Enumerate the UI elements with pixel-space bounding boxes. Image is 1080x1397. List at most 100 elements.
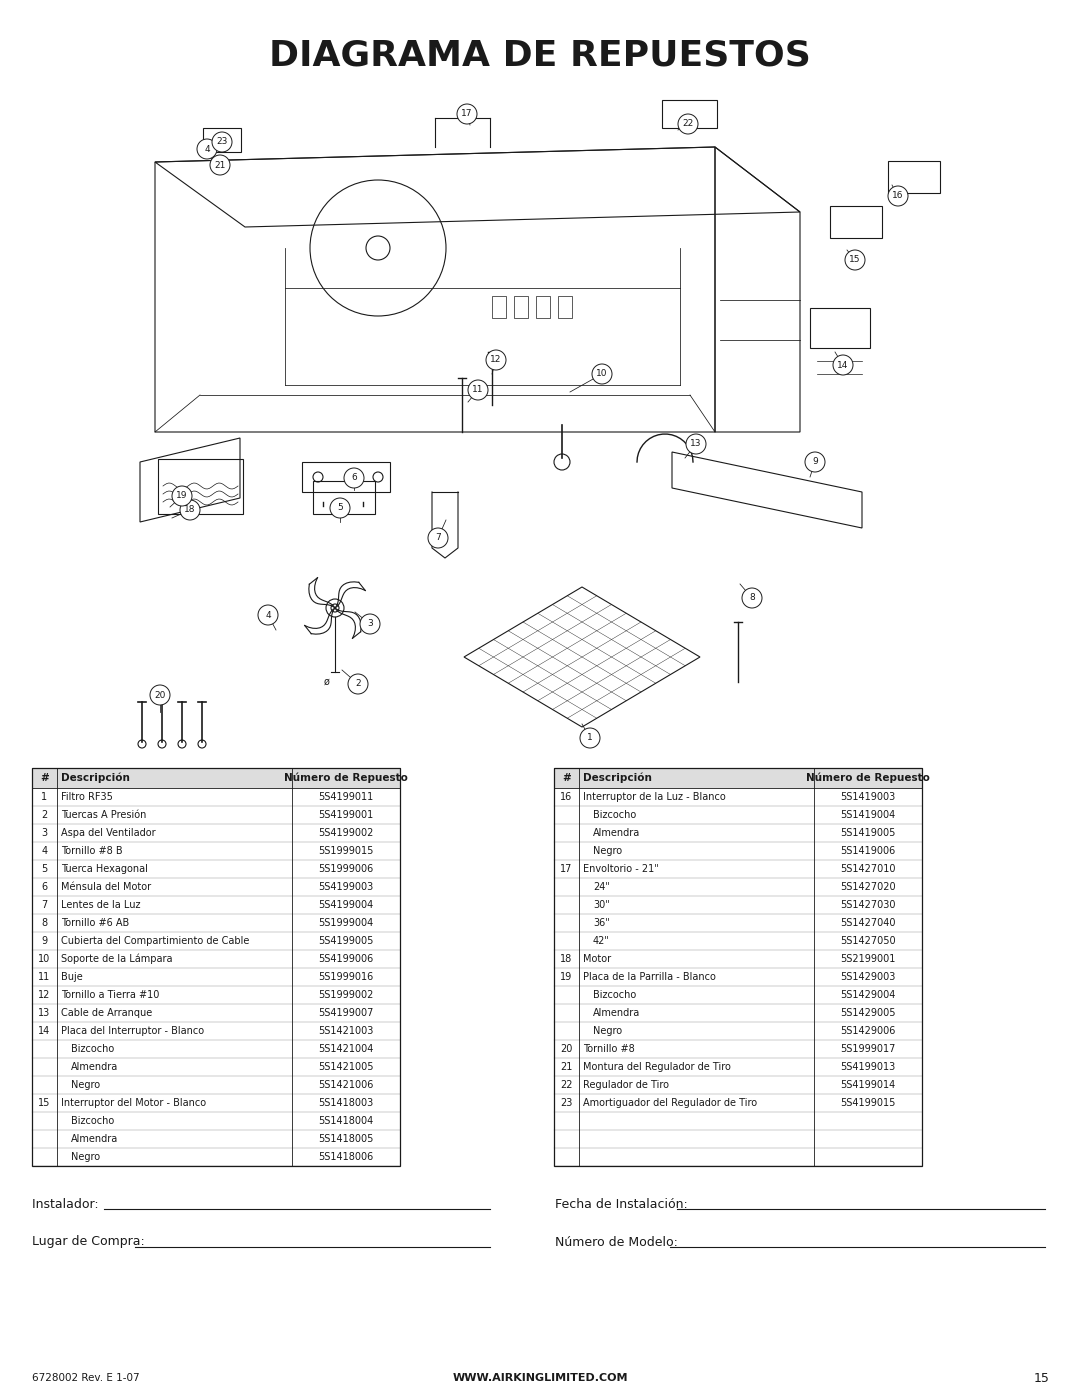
Circle shape xyxy=(678,115,698,134)
Text: 5S1418003: 5S1418003 xyxy=(319,1098,374,1108)
Circle shape xyxy=(348,673,368,694)
Text: 1: 1 xyxy=(41,792,48,802)
Bar xyxy=(558,296,572,319)
Text: 5S1429003: 5S1429003 xyxy=(840,972,895,982)
Text: ø: ø xyxy=(324,678,329,687)
Text: 36": 36" xyxy=(593,918,610,928)
Text: 24": 24" xyxy=(593,882,610,893)
Text: 21: 21 xyxy=(561,1062,572,1071)
Text: Placa del Interruptor - Blanco: Placa del Interruptor - Blanco xyxy=(60,1025,204,1037)
Circle shape xyxy=(428,528,448,548)
Text: Montura del Regulador de Tiro: Montura del Regulador de Tiro xyxy=(583,1062,731,1071)
Circle shape xyxy=(258,605,278,624)
Bar xyxy=(32,768,400,788)
Text: 7: 7 xyxy=(41,900,48,909)
Text: 5S1421006: 5S1421006 xyxy=(319,1080,374,1090)
Text: Negro: Negro xyxy=(71,1153,100,1162)
Text: Tornillo #6 AB: Tornillo #6 AB xyxy=(60,918,130,928)
Text: 5S1999006: 5S1999006 xyxy=(319,863,374,875)
Text: 30": 30" xyxy=(593,900,610,909)
Text: Descripción: Descripción xyxy=(60,773,130,784)
Text: 5S1999002: 5S1999002 xyxy=(319,990,374,1000)
Text: Número de Repuesto: Número de Repuesto xyxy=(284,773,408,784)
Text: Bizcocho: Bizcocho xyxy=(71,1044,114,1053)
Bar xyxy=(662,101,717,129)
Text: 23: 23 xyxy=(216,137,228,147)
Text: #: # xyxy=(562,773,571,782)
Text: Instalador:: Instalador: xyxy=(32,1197,103,1210)
Circle shape xyxy=(197,138,217,159)
Text: Interruptor de la Luz - Blanco: Interruptor de la Luz - Blanco xyxy=(583,792,726,802)
Text: 5S1421005: 5S1421005 xyxy=(319,1062,374,1071)
Text: 5S1418006: 5S1418006 xyxy=(319,1153,374,1162)
Text: 5S1418005: 5S1418005 xyxy=(319,1134,374,1144)
Text: 5S1427010: 5S1427010 xyxy=(840,863,895,875)
Text: Almendra: Almendra xyxy=(71,1134,118,1144)
Text: 5S1999004: 5S1999004 xyxy=(319,918,374,928)
Text: 5S1999017: 5S1999017 xyxy=(840,1044,895,1053)
Text: 5S4199004: 5S4199004 xyxy=(319,900,374,909)
Text: WWW.AIRKINGLIMITED.COM: WWW.AIRKINGLIMITED.COM xyxy=(453,1373,627,1383)
Text: 2: 2 xyxy=(41,810,48,820)
Text: 19: 19 xyxy=(561,972,572,982)
Text: 18: 18 xyxy=(561,954,572,964)
Text: Almendra: Almendra xyxy=(593,1009,640,1018)
Text: 5: 5 xyxy=(337,503,342,513)
Text: 5S4199015: 5S4199015 xyxy=(840,1098,895,1108)
Text: 5S1419003: 5S1419003 xyxy=(840,792,895,802)
Text: 10: 10 xyxy=(39,954,51,964)
Text: 6: 6 xyxy=(41,882,48,893)
Bar xyxy=(888,161,940,193)
Text: 5S1429004: 5S1429004 xyxy=(840,990,895,1000)
Text: 5: 5 xyxy=(41,863,48,875)
Text: 5S4199014: 5S4199014 xyxy=(840,1080,895,1090)
Text: Regulador de Tiro: Regulador de Tiro xyxy=(583,1080,669,1090)
Text: 7: 7 xyxy=(435,534,441,542)
Text: 12: 12 xyxy=(38,990,51,1000)
Circle shape xyxy=(686,434,706,454)
Text: Negro: Negro xyxy=(71,1080,100,1090)
Text: 5S1999015: 5S1999015 xyxy=(319,847,374,856)
Text: Número de Modelo:: Número de Modelo: xyxy=(555,1235,681,1249)
Text: 15: 15 xyxy=(38,1098,51,1108)
Circle shape xyxy=(212,131,232,152)
Text: Fecha de Instalación:: Fecha de Instalación: xyxy=(555,1197,692,1210)
Text: 5S1419006: 5S1419006 xyxy=(840,847,895,856)
Text: 5S1999016: 5S1999016 xyxy=(319,972,374,982)
Text: Número de Repuesto: Número de Repuesto xyxy=(806,773,930,784)
Text: 5S1419005: 5S1419005 xyxy=(840,828,895,838)
Text: Placa de la Parrilla - Blanco: Placa de la Parrilla - Blanco xyxy=(583,972,716,982)
Text: Aspa del Ventilador: Aspa del Ventilador xyxy=(60,828,156,838)
Text: 5S1419004: 5S1419004 xyxy=(840,810,895,820)
Text: 42": 42" xyxy=(593,936,610,946)
Text: 17: 17 xyxy=(461,109,473,119)
Text: Soporte de la Lámpara: Soporte de la Lámpara xyxy=(60,954,173,964)
Text: Tornillo a Tierra #10: Tornillo a Tierra #10 xyxy=(60,990,160,1000)
Text: 13: 13 xyxy=(39,1009,51,1018)
Text: 6728002 Rev. E 1-07: 6728002 Rev. E 1-07 xyxy=(32,1373,139,1383)
Text: 22: 22 xyxy=(683,120,693,129)
Text: 17: 17 xyxy=(561,863,572,875)
Text: 11: 11 xyxy=(39,972,51,982)
Text: 5S1429005: 5S1429005 xyxy=(840,1009,895,1018)
Bar xyxy=(554,768,922,788)
Circle shape xyxy=(888,186,908,205)
Text: Envoltorio - 21": Envoltorio - 21" xyxy=(583,863,659,875)
Circle shape xyxy=(833,355,853,374)
Text: 5S4199007: 5S4199007 xyxy=(319,1009,374,1018)
Text: 18: 18 xyxy=(185,506,195,514)
Text: 5S4199002: 5S4199002 xyxy=(319,828,374,838)
Text: 5S1421004: 5S1421004 xyxy=(319,1044,374,1053)
Text: 20: 20 xyxy=(561,1044,572,1053)
Circle shape xyxy=(468,380,488,400)
Text: 8: 8 xyxy=(41,918,48,928)
Text: 5S1427020: 5S1427020 xyxy=(840,882,895,893)
Circle shape xyxy=(845,250,865,270)
Text: 14: 14 xyxy=(837,360,849,369)
Circle shape xyxy=(457,103,477,124)
Text: Tornillo #8: Tornillo #8 xyxy=(583,1044,635,1053)
Text: 4: 4 xyxy=(204,144,210,154)
Text: 22: 22 xyxy=(561,1080,572,1090)
Text: 20: 20 xyxy=(154,690,165,700)
Text: 8: 8 xyxy=(750,594,755,602)
